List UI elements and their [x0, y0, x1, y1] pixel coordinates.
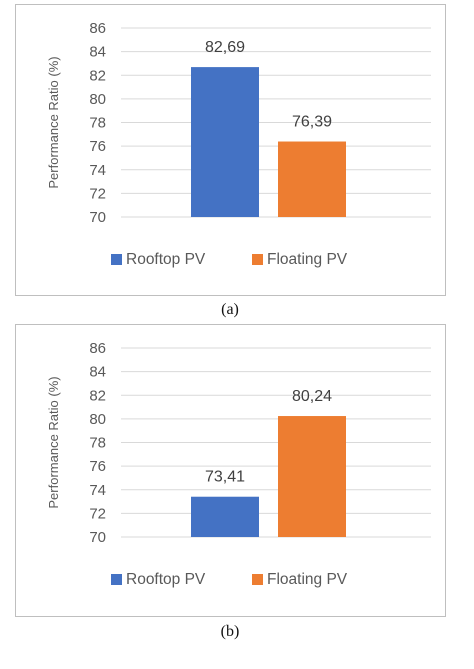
- chart-b-ytick-label: 70: [89, 529, 106, 546]
- chart-b-legend-label: Rooftop PV: [126, 571, 206, 588]
- chart-b-ytick-label: 74: [89, 482, 106, 499]
- chart-a-legend-swatch: [252, 254, 263, 265]
- chart-a-ytick-label: 84: [89, 44, 106, 61]
- chart-a-ytick-label: 82: [89, 67, 106, 84]
- chart-a-ytick-label: 80: [89, 91, 106, 108]
- chart-a-ytick-label: 86: [89, 20, 106, 37]
- chart-a-ytick-label: 70: [89, 209, 106, 226]
- chart-a: 70 72 74 76 78 80 82 84 86 Performance Ratio (%) 8…: [15, 4, 446, 296]
- chart-b: 70 72 74 76 78 80 82 84 86 Performance Ratio (%) 7…: [15, 324, 446, 617]
- chart-b-bar-rooftop-pv: [191, 496, 259, 537]
- chart-a-ytick-label: 74: [89, 162, 106, 179]
- chart-b-data-label: 73,41: [205, 469, 245, 486]
- chart-a-data-label: 76,39: [292, 114, 332, 131]
- chart-b-ytick-label: 86: [89, 340, 106, 357]
- chart-b-legend-label: Floating PV: [267, 571, 348, 588]
- chart-a-bar-rooftop-pv: [191, 67, 259, 217]
- chart-a-ytick-label: 78: [89, 115, 106, 132]
- chart-a-ylabel: Performance Ratio (%): [46, 56, 61, 188]
- chart-a-ytick-label: 76: [89, 138, 106, 155]
- chart-a-legend-label: Rooftop PV: [126, 251, 206, 268]
- chart-b-caption: (b): [220, 623, 240, 640]
- chart-b-data-label: 80,24: [292, 388, 332, 405]
- chart-a-bar-floating-pv: [278, 141, 346, 217]
- chart-a-canvas: 70 72 74 76 78 80 82 84 86 Performance Ratio (%) 8…: [46, 20, 431, 268]
- chart-a-legend-swatch: [111, 254, 122, 265]
- chart-b-ytick-label: 72: [89, 505, 106, 522]
- chart-b-ylabel: Performance Ratio (%): [46, 376, 61, 508]
- chart-b-ytick-label: 78: [89, 435, 106, 452]
- chart-a-ytick-label: 72: [89, 185, 106, 202]
- chart-b-ytick-label: 80: [89, 411, 106, 428]
- chart-b-ytick-label: 76: [89, 458, 106, 475]
- chart-b-legend-swatch: [111, 574, 122, 585]
- chart-b-legend-swatch: [252, 574, 263, 585]
- chart-b-canvas: 70 72 74 76 78 80 82 84 86 Performance Ratio (%) 7…: [46, 340, 431, 588]
- chart-b-ytick-label: 82: [89, 387, 106, 404]
- chart-b-ytick-label: 84: [89, 364, 106, 381]
- chart-a-caption: (a): [221, 301, 239, 318]
- chart-a-legend-label: Floating PV: [267, 251, 348, 268]
- chart-a-data-label: 82,69: [205, 39, 245, 56]
- chart-b-bar-floating-pv: [278, 416, 346, 537]
